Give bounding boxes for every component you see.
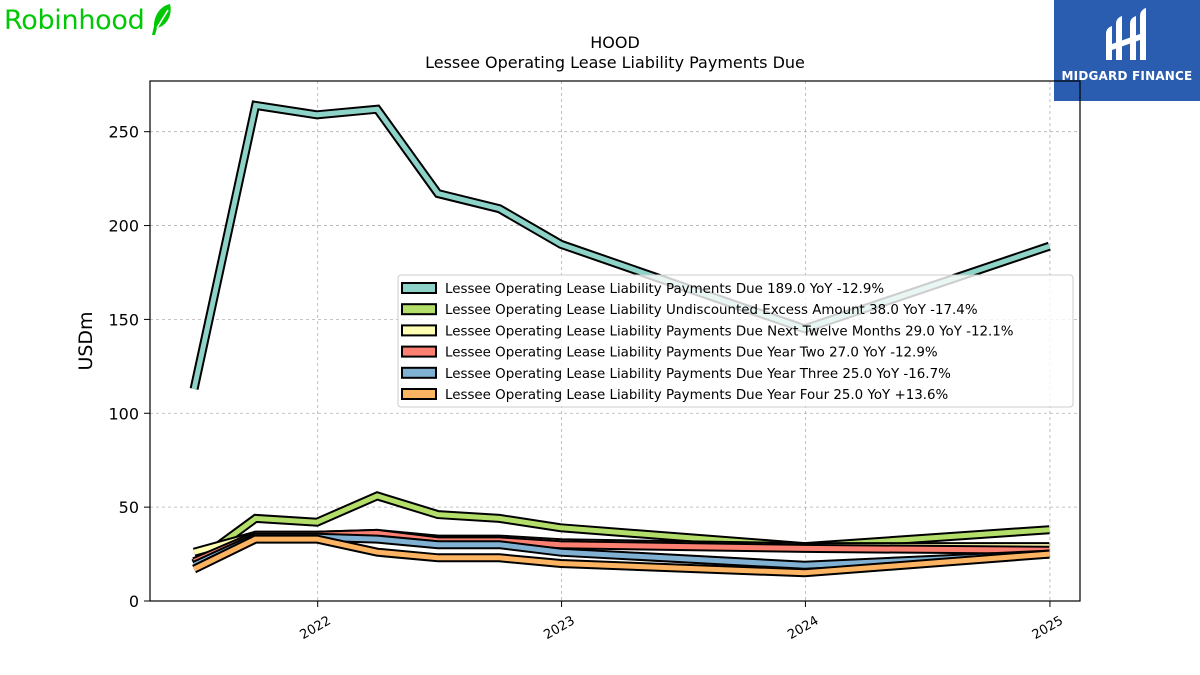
x-tick-label: 2022 — [298, 613, 334, 643]
series-line — [193, 536, 1050, 576]
legend-swatch — [401, 303, 437, 316]
robinhood-logo: Robinhood — [4, 2, 176, 38]
y-tick-label: 100 — [108, 404, 139, 423]
x-tick-label: 2023 — [541, 613, 577, 643]
plot-area-frame — [149, 80, 1081, 602]
legend-label: Lessee Operating Lease Liability Payment… — [445, 324, 1014, 339]
y-axis-label: USDm — [75, 311, 97, 370]
y-tick-label: 0 — [129, 592, 139, 611]
brand-name: Robinhood — [4, 4, 145, 36]
badge-label: MIDGARD FINANCE — [1061, 69, 1193, 83]
legend-box — [397, 274, 1074, 408]
chart-title: HOOD — [590, 33, 640, 52]
y-tick-label: 250 — [108, 123, 139, 142]
legend-label: Lessee Operating Lease Liability Payment… — [445, 346, 938, 361]
legend-swatch — [401, 324, 437, 337]
legend-label: Lessee Operating Lease Liability Payment… — [445, 367, 951, 382]
legend: Lessee Operating Lease Liability Payment… — [397, 274, 1074, 408]
legend-swatch — [401, 282, 437, 294]
y-tick-label: 150 — [108, 310, 139, 329]
chart-subtitle: Lessee Operating Lease Liability Payment… — [425, 53, 805, 72]
y-ticks: 0 50 100 150 200 250 — [108, 123, 150, 611]
legend-swatch — [401, 366, 437, 379]
legend-label: Lessee Operating Lease Liability Payment… — [445, 282, 884, 297]
feather-icon — [152, 4, 172, 35]
x-tick-label: 2025 — [1030, 613, 1066, 643]
midgard-logo — [1106, 8, 1146, 60]
legend-label: Lessee Operating Lease Liability Payment… — [445, 388, 948, 403]
midgard-finance-badge: MIDGARD FINANCE — [1054, 0, 1200, 101]
series-line — [192, 493, 1050, 566]
x-tick-label: 2024 — [785, 613, 821, 643]
legend-swatch — [401, 345, 437, 358]
y-tick-label: 200 — [108, 217, 139, 236]
y-tick-label: 50 — [119, 498, 139, 517]
x-ticks: 2022 2023 2024 2025 — [298, 601, 1066, 643]
legend-swatch — [401, 388, 437, 400]
legend-label: Lessee Operating Lease Liability Undisco… — [445, 303, 978, 318]
